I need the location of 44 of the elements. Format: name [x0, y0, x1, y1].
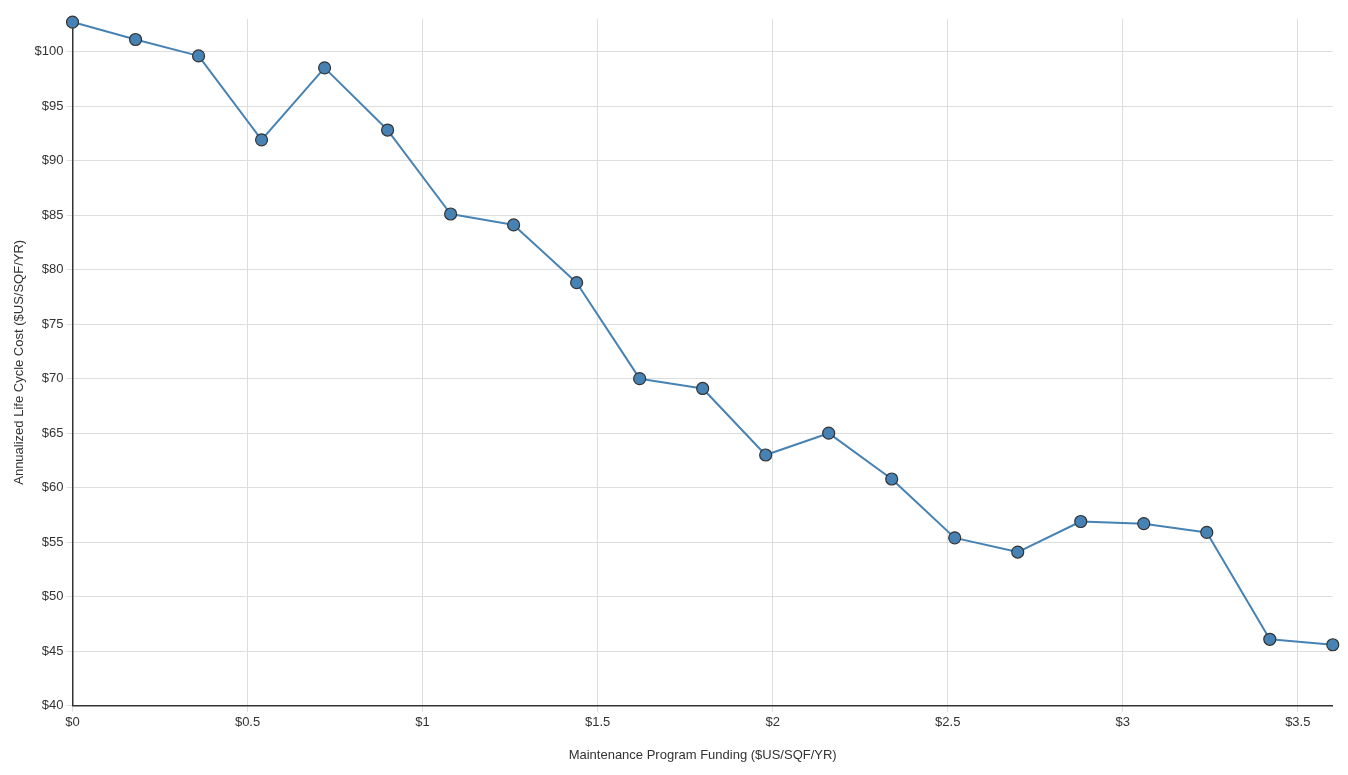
point — [444, 207, 458, 221]
point — [507, 218, 521, 232]
x-tick-label: $1 — [415, 714, 430, 730]
point — [885, 472, 899, 486]
point — [1011, 545, 1025, 559]
x-tick-label: $3 — [1115, 714, 1130, 730]
point — [1137, 517, 1151, 531]
point — [128, 32, 143, 47]
y-tick-label: $70 — [41, 370, 64, 386]
point — [191, 49, 206, 63]
point — [317, 61, 332, 75]
point — [380, 123, 395, 137]
x-tick-label: $2.5 — [935, 714, 961, 730]
point — [570, 276, 584, 290]
y-tick-label: $100 — [34, 43, 64, 59]
x-tick-label: $3.5 — [1285, 714, 1311, 730]
point — [633, 372, 647, 386]
y-tick-label: $90 — [41, 152, 64, 168]
point — [1074, 514, 1088, 529]
point — [822, 426, 836, 440]
x-tick-label: $2 — [765, 714, 780, 730]
y-tick-label: $65 — [41, 424, 64, 440]
x-tick-label: $0 — [65, 714, 80, 730]
point — [65, 15, 80, 29]
point — [696, 381, 710, 396]
x-tick-label: $1.5 — [584, 714, 611, 730]
y-tick-label: $95 — [41, 97, 64, 113]
point — [1263, 632, 1277, 646]
x-tick-label: $0.5 — [234, 714, 261, 730]
point — [948, 531, 962, 545]
y-axis-title: Annualized Life Cycle Cost ($US/SQF/YR) — [11, 239, 27, 485]
y-tick-label: $40 — [41, 697, 64, 713]
y-tick-label: $45 — [41, 642, 64, 658]
point — [1326, 638, 1340, 652]
point — [1200, 525, 1214, 540]
point — [759, 448, 773, 462]
y-tick-label: $85 — [41, 206, 64, 222]
point — [254, 133, 269, 147]
y-tick-label: $75 — [41, 315, 64, 331]
y-tick-label: $55 — [41, 533, 64, 549]
y-tick-label: $60 — [41, 479, 64, 495]
y-tick-label: $50 — [41, 588, 64, 604]
x-axis-title: Maintenance Program Funding ($US/SQF/YR) — [568, 746, 837, 762]
y-tick-label: $80 — [41, 261, 64, 277]
